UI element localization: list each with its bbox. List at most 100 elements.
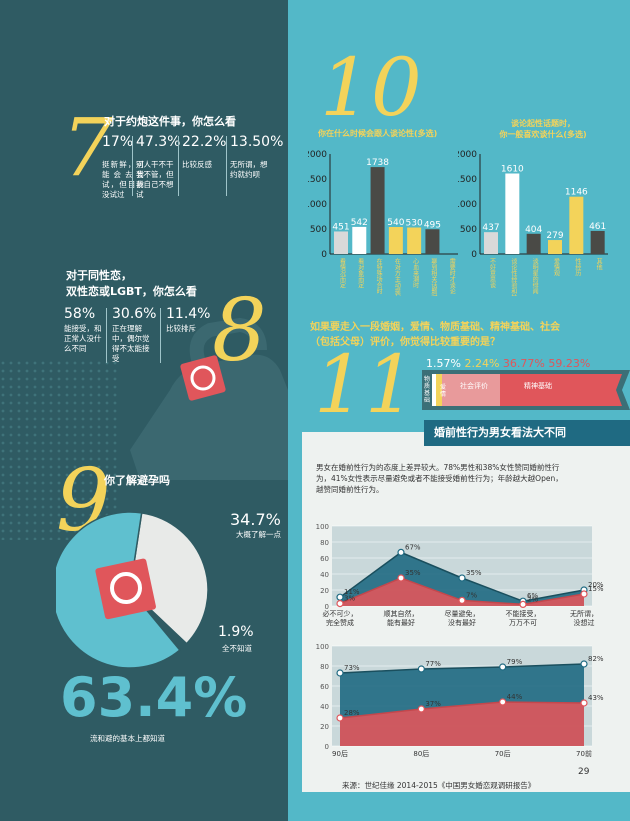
stat-desc: 挺新鲜，可能会去尝试，但目前没试过 [102, 160, 144, 199]
data-label: 67% [405, 543, 421, 551]
y-tick-label: 60 [320, 555, 329, 563]
bar [484, 232, 498, 254]
series-line [339, 663, 585, 674]
y-tick-label: 100 [316, 523, 329, 531]
pct-social: 36.77% [502, 357, 545, 370]
category-label: 无所谓， [570, 609, 598, 618]
series-line [339, 701, 585, 719]
data-label: 28% [344, 709, 360, 717]
divider [178, 136, 179, 196]
stat-value: 17% [102, 134, 134, 150]
data-label: 79% [507, 658, 523, 666]
label-love: 爱情 [440, 384, 447, 398]
data-point [580, 660, 588, 668]
source-text: 来源：世纪佳缘 2014-2015《中国男女婚恋观调研报告》 [342, 781, 536, 790]
data-point [397, 574, 405, 582]
section-8-stats: 58% 能接受，和正常人没什么不同 30.6% 正在理解中，偶尔觉得不太能接受 … [64, 306, 214, 376]
data-point [336, 669, 344, 677]
stat-value: 58% [64, 306, 96, 322]
category-label: 没想过 [574, 618, 595, 627]
section-11-number: 11 [314, 338, 416, 431]
category-label: 爱情观 [553, 257, 560, 277]
slice-label: 流和避的基本上都知道 [90, 734, 165, 743]
bar-value-label: 279 [546, 231, 563, 241]
bar [370, 167, 385, 254]
y-tick-label: 80 [320, 663, 329, 671]
bar [548, 240, 562, 254]
y-tick-label: 80 [320, 539, 329, 547]
category-label: 谈明星的绯闻 [531, 257, 538, 295]
section-9-title: 你了解避孕吗 [104, 474, 170, 487]
y-tick-label: 0 [471, 250, 477, 260]
data-label: 3% [344, 595, 355, 603]
section-10-number: 10 [320, 41, 422, 134]
stat-desc: 别人干不干我不管，但我自己不想试 [136, 160, 174, 199]
data-point [417, 705, 425, 713]
data-label: 20% [588, 581, 604, 589]
hand-silhouette-decoration [130, 317, 288, 480]
category-label: 万万不可 [509, 619, 537, 627]
section-7-title: 对于约炮这件事，你怎么看 [104, 115, 236, 128]
bar-chart-what-talk: 0 500 1000 1500 2000 437 不好意思谈 1610 谈论性经验和技巧 404 谈… [458, 150, 608, 296]
page-number: 29 [578, 767, 590, 777]
data-label: 6% [527, 592, 538, 600]
category-label: 在特殊场合时 [375, 257, 382, 294]
chart2-title-line1: 谈论起性话题时， [511, 119, 575, 128]
section-8-title-line2: 双性恋或LGBT，你怎么看 [66, 285, 197, 298]
bar-value-label: 1610 [501, 165, 524, 175]
divider [106, 308, 107, 363]
data-label: 77% [425, 660, 441, 668]
category-label: 谈论性经验和技巧 [510, 257, 517, 296]
pct-material: 1.57% [426, 357, 461, 370]
bar-chart-when-talk: 0 500 1000 1500 2000 451 看情况而定 542 看对象而定 1738 在特殊场… [308, 150, 458, 296]
label-material: 物质基础 [424, 376, 431, 404]
y-tick-label: 500 [310, 225, 327, 235]
data-label: 44% [507, 693, 523, 701]
series-area [340, 702, 584, 746]
dot-pattern-decoration [0, 360, 120, 540]
y-tick-label: 40 [320, 571, 329, 579]
category-label: 不好意思谈 [489, 258, 496, 289]
category-label: 不能接受， [506, 609, 541, 618]
section-7-stats: 17% 挺新鲜，可能会去尝试，但目前没试过 47.3% 别人干不干我不管，但我自… [102, 134, 288, 214]
category-label: 80后 [413, 749, 429, 758]
bar [388, 227, 403, 254]
condom-wrapper-icon [95, 558, 156, 620]
y-tick-label: 1000 [458, 200, 477, 210]
y-tick-label: 1000 [308, 200, 327, 210]
stat-value: 13.50% [230, 134, 284, 150]
divider [160, 308, 161, 363]
stat-value: 30.6% [112, 306, 157, 322]
stat-desc: 能接受，和正常人没什么不同 [64, 324, 102, 353]
premarital-card: 婚前性行为男女看法大不同 男女在婚前性行为的态度上差异较大。78%男性和38%女… [302, 420, 630, 792]
category-label: 聊到相关话题时 [430, 257, 437, 296]
data-point [336, 593, 344, 601]
stat-desc: 比较反感 [182, 160, 212, 169]
pie-slice [129, 512, 209, 645]
area-chart-attitude: 0 20 40 60 80 100 11% 67% 35% 6% 20% 3% 35% 7% 2% 15% 必不… [316, 523, 604, 627]
bar-value-label: 404 [525, 225, 542, 235]
condom-wrapper-icon [180, 355, 226, 401]
slice-label: 大概了解一点 [236, 530, 281, 539]
data-label: 82% [588, 655, 604, 663]
data-point [580, 590, 588, 598]
question-line2: （包括父母）评价，你觉得比较重要的是？ [310, 337, 500, 348]
data-label: 37% [425, 700, 441, 708]
divider [132, 136, 133, 196]
bar-value-label: 540 [387, 218, 404, 228]
stat-value: 11.4% [166, 306, 211, 322]
data-label: 73% [344, 664, 360, 672]
section-8-title-line1: 对于同性恋， [66, 269, 132, 282]
bar [425, 229, 440, 254]
y-tick-label: 2000 [308, 150, 327, 160]
chart1-title: 你在什么时候会跟人谈论性(多选) [318, 129, 438, 138]
area-chart-age: 0 20 40 60 80 100 73% 77% 79% 82% 28% 37% 44% 43% 90后 8… [316, 643, 604, 758]
slice-pct-large: 63.4% [60, 666, 248, 729]
chart2-title-line2: 你一般喜欢谈什么(多选) [499, 130, 587, 139]
slice-label: 全不知道 [222, 644, 252, 653]
data-label: 7% [466, 591, 477, 599]
y-tick-label: 500 [460, 225, 477, 235]
section-11-percent-row: 1.57% 2.24% 36.77% 59.23% [426, 357, 590, 370]
category-label: 70后 [495, 749, 511, 758]
category-label: 需要时才谈论 [448, 258, 455, 295]
